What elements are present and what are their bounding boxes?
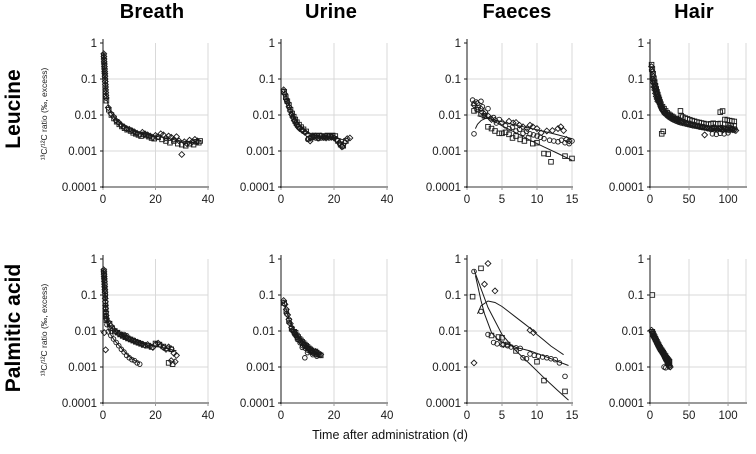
svg-text:0: 0 (464, 194, 470, 206)
svg-text:1: 1 (269, 38, 275, 50)
svg-text:10: 10 (531, 410, 544, 422)
chart-faeces-palmitic: 1 0.1 0.01 0.001 0.0001 0 5 10 15 (419, 249, 582, 433)
svg-text:0: 0 (647, 194, 653, 206)
svg-text:1: 1 (455, 38, 461, 50)
chart-hair-leucine: 1 0.1 0.01 0.001 0.0001 0 50 100 (602, 33, 756, 217)
svg-text:0.0001: 0.0001 (240, 398, 275, 410)
svg-text:20: 20 (149, 410, 162, 422)
svg-text:5: 5 (499, 194, 505, 206)
svg-text:20: 20 (328, 410, 341, 422)
svg-text:50: 50 (683, 194, 696, 206)
svg-text:0.1: 0.1 (259, 290, 275, 302)
svg-text:0: 0 (100, 410, 106, 422)
svg-text:0: 0 (464, 410, 470, 422)
svg-text:0.01: 0.01 (75, 110, 97, 122)
svg-text:0.1: 0.1 (445, 290, 461, 302)
svg-text:0.1: 0.1 (628, 290, 644, 302)
svg-text:1: 1 (91, 254, 97, 266)
svg-text:0.01: 0.01 (75, 326, 97, 338)
svg-text:0.0001: 0.0001 (609, 182, 644, 194)
column-title-hair: Hair (674, 1, 714, 23)
svg-text:0.0001: 0.0001 (426, 182, 461, 194)
svg-text:0.1: 0.1 (628, 74, 644, 86)
svg-text:0.0001: 0.0001 (240, 182, 275, 194)
y-axis-label-row2: ¹³C/¹²C ratio (‰, excess) (39, 283, 49, 377)
svg-text:0.1: 0.1 (445, 74, 461, 86)
chart-faeces-leucine: 1 0.1 0.01 0.001 0.0001 0 5 10 15 (419, 33, 582, 217)
svg-text:0: 0 (100, 194, 106, 206)
chart-breath-palmitic: 1 0.1 0.01 0.001 0.0001 0 20 40 (55, 249, 218, 433)
svg-text:40: 40 (381, 194, 394, 206)
chart-urine-palmitic: 1 0.1 0.01 0.001 0.0001 0 20 40 (233, 249, 397, 433)
svg-text:1: 1 (455, 254, 461, 266)
chart-hair-palmitic: 1 0.1 0.01 0.001 0.0001 0 50 100 (602, 249, 756, 433)
svg-text:0.001: 0.001 (432, 362, 461, 374)
svg-text:0.001: 0.001 (432, 146, 461, 158)
svg-text:1: 1 (269, 254, 275, 266)
svg-text:0.001: 0.001 (68, 146, 97, 158)
svg-text:0.0001: 0.0001 (609, 398, 644, 410)
svg-text:20: 20 (328, 194, 341, 206)
svg-text:0: 0 (278, 410, 284, 422)
svg-text:0.1: 0.1 (259, 74, 275, 86)
svg-text:0: 0 (278, 194, 284, 206)
svg-text:5: 5 (499, 410, 505, 422)
x-axis-label: Time after administration (d) (312, 428, 468, 442)
svg-text:10: 10 (531, 194, 544, 206)
column-title-faeces: Faeces (482, 1, 552, 23)
svg-text:0.01: 0.01 (253, 110, 275, 122)
svg-text:0.01: 0.01 (253, 326, 275, 338)
svg-text:0.01: 0.01 (439, 326, 461, 338)
svg-text:40: 40 (202, 410, 215, 422)
svg-text:0.0001: 0.0001 (62, 182, 97, 194)
svg-text:40: 40 (202, 194, 215, 206)
svg-text:100: 100 (718, 194, 737, 206)
row-label-palmitic-acid: Palmitic acid (2, 263, 25, 393)
column-title-urine: Urine (304, 1, 358, 23)
svg-text:15: 15 (566, 410, 579, 422)
svg-text:0.001: 0.001 (615, 146, 644, 158)
svg-text:100: 100 (718, 410, 737, 422)
svg-text:0.1: 0.1 (81, 290, 97, 302)
row-label-leucine: Leucine (2, 69, 25, 149)
svg-text:0.01: 0.01 (622, 326, 644, 338)
svg-text:0.001: 0.001 (246, 146, 275, 158)
svg-text:15: 15 (566, 194, 579, 206)
y-axis-label-row1: ¹³C/¹²C ratio (‰, excess) (39, 67, 49, 161)
svg-text:1: 1 (638, 254, 644, 266)
svg-text:50: 50 (683, 410, 696, 422)
svg-text:0.0001: 0.0001 (426, 398, 461, 410)
svg-text:0.0001: 0.0001 (62, 398, 97, 410)
svg-text:0.01: 0.01 (439, 110, 461, 122)
chart-breath-leucine: 1 0.1 0.01 0.001 0.0001 0 20 40 (55, 33, 218, 217)
svg-text:0.1: 0.1 (81, 74, 97, 86)
svg-text:40: 40 (381, 410, 394, 422)
svg-text:0.001: 0.001 (615, 362, 644, 374)
chart-urine-leucine: 1 0.1 0.01 0.001 0.0001 0 20 40 (233, 33, 397, 217)
svg-text:1: 1 (638, 38, 644, 50)
svg-text:20: 20 (149, 194, 162, 206)
svg-text:0.001: 0.001 (246, 362, 275, 374)
svg-text:0: 0 (647, 410, 653, 422)
column-title-breath: Breath (119, 1, 185, 23)
svg-text:1: 1 (91, 38, 97, 50)
svg-text:0.01: 0.01 (622, 110, 644, 122)
svg-text:0.001: 0.001 (68, 362, 97, 374)
